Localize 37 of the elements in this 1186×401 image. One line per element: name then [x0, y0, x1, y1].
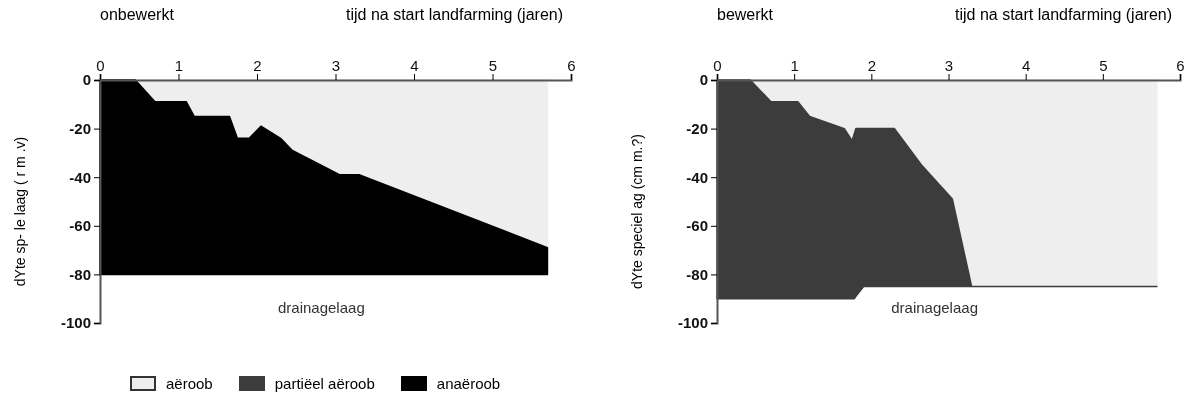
y-tick-label: -100 [60, 314, 91, 332]
x-tick-label: 4 [1021, 57, 1031, 74]
y-tick-label: -20 [686, 119, 708, 137]
x-tick-label: 3 [331, 57, 341, 74]
y-tick-label: -60 [69, 217, 91, 235]
x-tick-label: 1 [790, 57, 799, 74]
chart-title: bewerkt [717, 6, 774, 23]
y-axis-title: dYte speciel ag (cm m.?) [629, 134, 645, 289]
x-tick-label: 1 [174, 57, 184, 74]
x-tick-label: 6 [1176, 57, 1185, 74]
x-tick-label: 4 [410, 57, 419, 74]
x-tick-label: 5 [488, 57, 498, 74]
x-tick-label: 0 [713, 57, 722, 74]
chart-title: onbewerkt [100, 6, 175, 23]
annotation: drainagelaag [277, 299, 365, 316]
y-tick-label: -80 [686, 265, 708, 283]
x-tick-label: 5 [1099, 57, 1108, 74]
y-tick-label: -100 [677, 314, 708, 332]
y-tick-label: -20 [69, 119, 91, 137]
legend-label: anaëroob [436, 375, 501, 392]
y-tick-label: -80 [69, 265, 91, 283]
x-tick-label: 3 [944, 57, 954, 74]
legend-label: partiëel aëroob [274, 375, 375, 392]
x-axis-title: tijd na start landfarming (jaren) [346, 6, 563, 23]
legend-label: aëroob [166, 375, 213, 392]
y-tick-label: -60 [686, 217, 708, 235]
y-axis-title: dYte sp- le laag ( r m .v) [12, 136, 28, 287]
annotation: drainagelaag [891, 299, 978, 316]
x-axis-title: tijd na start landfarming (jaren) [955, 6, 1172, 23]
x-tick-label: 0 [96, 57, 105, 74]
x-tick-label: 2 [867, 57, 877, 74]
y-tick-label: 0 [699, 71, 708, 89]
x-tick-label: 2 [253, 57, 262, 74]
y-tick-label: -40 [69, 168, 91, 186]
y-tick-label: 0 [82, 71, 91, 89]
x-tick-label: 6 [567, 57, 576, 74]
y-tick-label: -40 [686, 168, 708, 186]
